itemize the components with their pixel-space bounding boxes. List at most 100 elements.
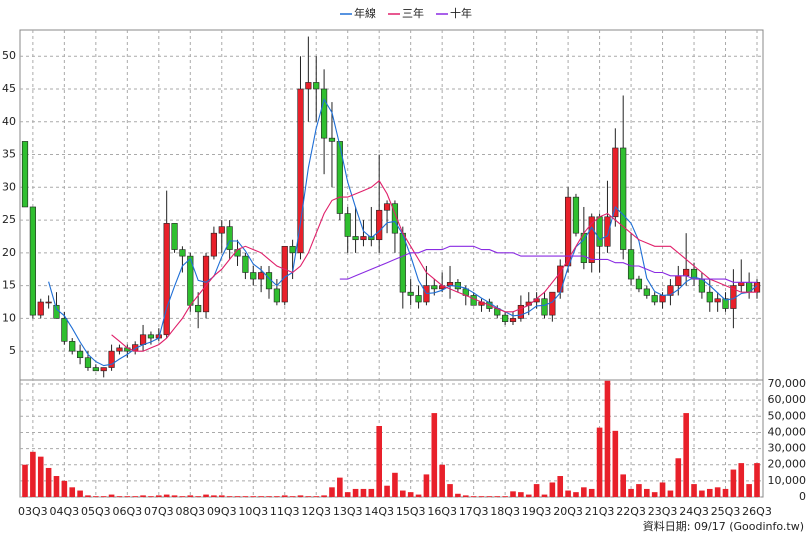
volume-bar [266, 496, 272, 497]
y-tick-label: 45 [2, 82, 16, 95]
x-tick-label: 11Q3 [270, 505, 300, 518]
candle-body [635, 278, 643, 290]
candle-body [352, 236, 359, 241]
candle-body [604, 216, 611, 247]
candle-body [683, 268, 690, 277]
candle-body [517, 304, 524, 319]
y2-tick-label: 20,000 [768, 458, 807, 471]
legend-label: 十年 [450, 6, 472, 20]
volume-bar [211, 495, 217, 497]
volume-bar [53, 476, 60, 497]
volume-bar [368, 488, 375, 497]
volume-bar [400, 490, 406, 497]
candle-body [643, 288, 650, 296]
volume-bar [226, 496, 233, 497]
x-tick-label: 04Q3 [50, 505, 80, 518]
candle-body [383, 203, 391, 211]
volume-bar [699, 490, 705, 497]
ma-line [339, 245, 757, 283]
volume-bar [746, 484, 752, 497]
volume-bar [108, 494, 115, 497]
x-tick-label: 09Q3 [207, 505, 237, 518]
footer-note: 資料日期: 09/17 (Goodinfo.tw) [643, 519, 804, 533]
candle-body [470, 295, 477, 306]
volume-bar [644, 488, 650, 497]
candle-body [258, 272, 265, 280]
volume-bar [738, 463, 745, 497]
y2-tick-label: 70,000 [768, 377, 807, 390]
x-tick-label: 24Q3 [679, 505, 709, 518]
volume-bar [195, 496, 201, 497]
volume-bar [344, 492, 351, 497]
x-tick-label: 03Q3 [18, 505, 48, 518]
y2-tick-label: 50,000 [768, 409, 807, 422]
volume-bar [289, 496, 296, 497]
candle-body [21, 141, 29, 208]
candle-body [328, 137, 336, 142]
candle-body [179, 249, 186, 257]
volume-bar [100, 496, 107, 497]
candle-body [320, 88, 328, 139]
volume-bar [612, 430, 619, 497]
x-tick-label: 19Q3 [522, 505, 552, 518]
volume-bar [581, 487, 587, 497]
x-tick-label: 26Q3 [742, 505, 772, 518]
plot-frame [19, 29, 764, 498]
candle-body [37, 301, 44, 316]
volume-bar [321, 495, 327, 497]
volume-bar [565, 490, 571, 497]
candle-body [675, 275, 682, 286]
candle-body [195, 304, 202, 313]
candle-body [61, 318, 68, 342]
candle-body [360, 236, 367, 241]
candle-body [100, 367, 107, 372]
candle-body [580, 232, 587, 263]
volume-bar [281, 495, 288, 497]
x-tick-label: 15Q3 [396, 505, 426, 518]
candle-body [572, 196, 580, 234]
volume-bar [93, 496, 99, 497]
volume-bar [455, 493, 461, 497]
volume-bar [667, 490, 674, 497]
volume-bar [502, 496, 508, 497]
candle-body [509, 318, 517, 322]
candle-body [596, 216, 603, 247]
candle-body [242, 255, 249, 273]
volume-bar [203, 494, 209, 497]
volume-bar [407, 492, 414, 497]
candle-body [45, 301, 52, 304]
volume-bar [549, 482, 556, 497]
ma-line [111, 179, 757, 352]
volume-bar [352, 488, 359, 497]
candle-body [289, 245, 296, 254]
volume-bar [218, 495, 225, 497]
volume-bar [242, 496, 249, 497]
candle-body [722, 298, 729, 309]
volume-bar [187, 495, 194, 497]
volume-bar [163, 494, 170, 497]
candle-body [297, 88, 304, 254]
candle-body [627, 249, 635, 280]
candle-body [250, 272, 257, 280]
volume-bar [754, 463, 760, 497]
x-tick-label: 17Q3 [459, 505, 489, 518]
volume-bar [148, 496, 154, 497]
y2-tick-label: 60,000 [768, 393, 807, 406]
candle-body [116, 347, 123, 352]
candle-body [399, 232, 406, 293]
y-tick-label: 50 [2, 49, 16, 62]
x-tick-label: 14Q3 [364, 505, 394, 518]
volume-bar [37, 456, 44, 497]
volume-bar [234, 496, 241, 497]
y-tick-label: 20 [2, 246, 16, 259]
volume-bar [706, 488, 713, 497]
candle-body [29, 206, 36, 316]
legend-label: 三年 [402, 6, 424, 20]
volume-bar [392, 472, 398, 497]
volume-bar [730, 469, 737, 497]
volume-bar [329, 487, 335, 497]
x-tick-label: 08Q3 [175, 505, 205, 518]
volume-bar [683, 413, 689, 497]
candle-body [281, 245, 288, 303]
